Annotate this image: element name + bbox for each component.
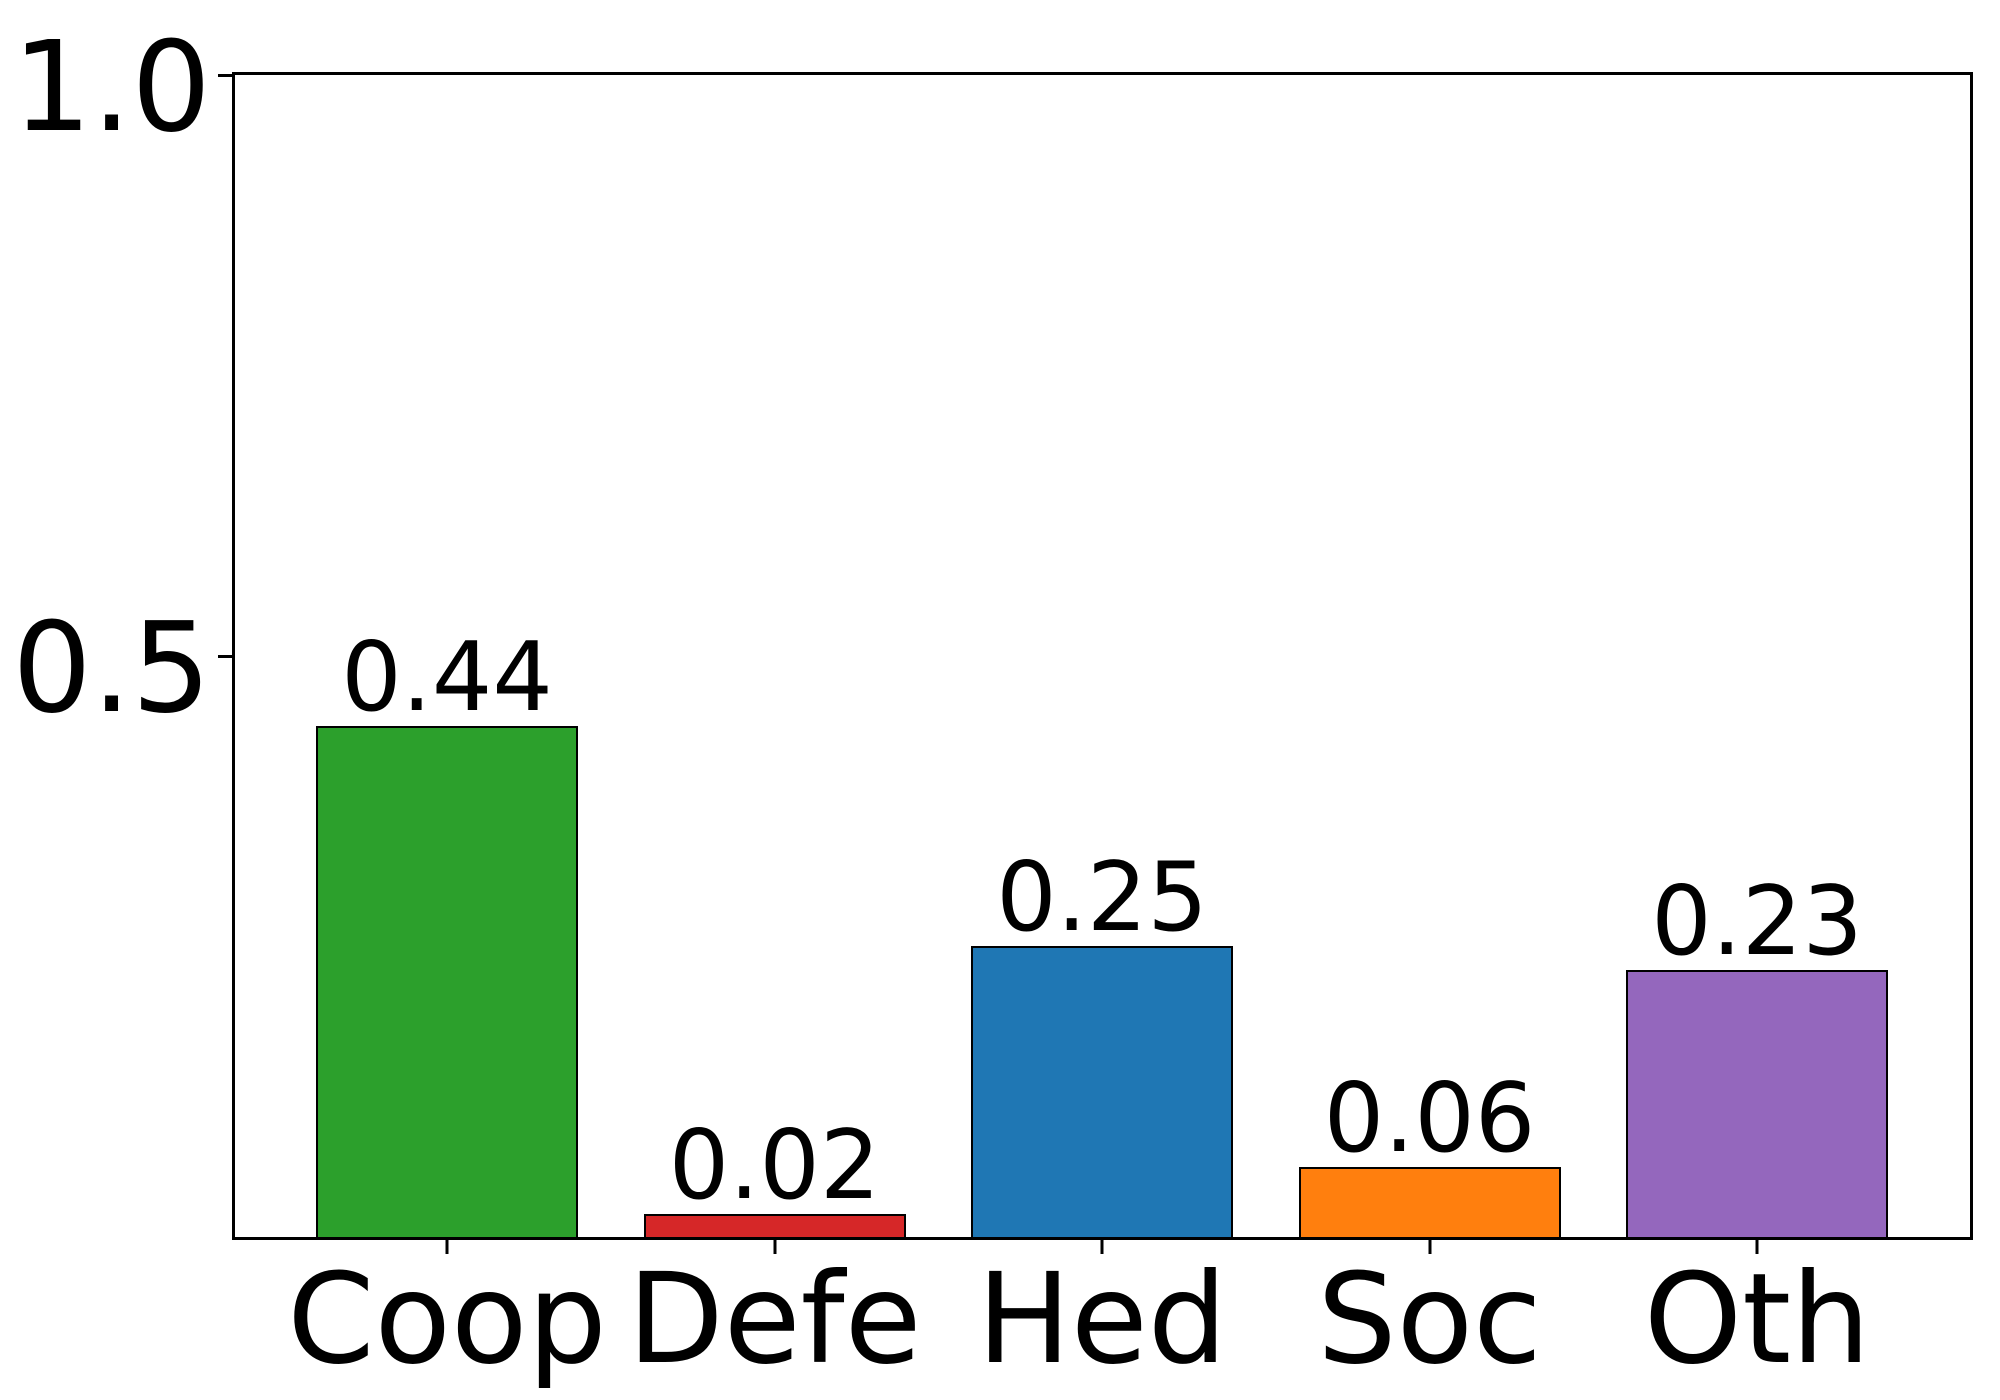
bar-soc bbox=[1298, 1167, 1561, 1237]
x-tick-mark-defe bbox=[773, 1240, 776, 1254]
x-tick-label-oth: Oth bbox=[1643, 1247, 1871, 1392]
x-tick-label-soc: Soc bbox=[1317, 1247, 1542, 1392]
x-tick-label-defe: Defe bbox=[627, 1247, 922, 1392]
plot-area: 0.44 Coop 0.02 Defe 0.25 Hed 0.06 Soc 0.23 Oth 0.5… bbox=[12, 25, 1973, 1388]
bar-hed bbox=[971, 946, 1233, 1237]
y-tick-label-0-5: 0.5 bbox=[12, 596, 211, 741]
bar-value-label-soc: 0.06 bbox=[1323, 1064, 1536, 1174]
bar-value-label-oth: 0.23 bbox=[1651, 867, 1863, 977]
bar-value-label-hed: 0.25 bbox=[996, 843, 1208, 953]
bar-coop bbox=[316, 726, 578, 1237]
bar-defe bbox=[643, 1214, 906, 1237]
y-tick-mark-1-0 bbox=[218, 73, 232, 77]
x-tick-mark-coop bbox=[445, 1240, 449, 1254]
y-tick-mark-0-5 bbox=[218, 654, 232, 658]
x-tick-mark-hed bbox=[1100, 1240, 1104, 1254]
x-tick-label-coop: Coop bbox=[287, 1247, 607, 1392]
bar-value-label-coop: 0.44 bbox=[341, 623, 553, 733]
y-tick-label-1-0: 1.0 bbox=[12, 15, 211, 160]
bar-value-label-defe: 0.02 bbox=[668, 1111, 881, 1221]
bar-oth bbox=[1626, 970, 1888, 1237]
x-tick-mark-soc bbox=[1428, 1240, 1431, 1254]
x-tick-mark-oth bbox=[1755, 1240, 1759, 1254]
x-tick-label-hed: Hed bbox=[976, 1247, 1228, 1392]
